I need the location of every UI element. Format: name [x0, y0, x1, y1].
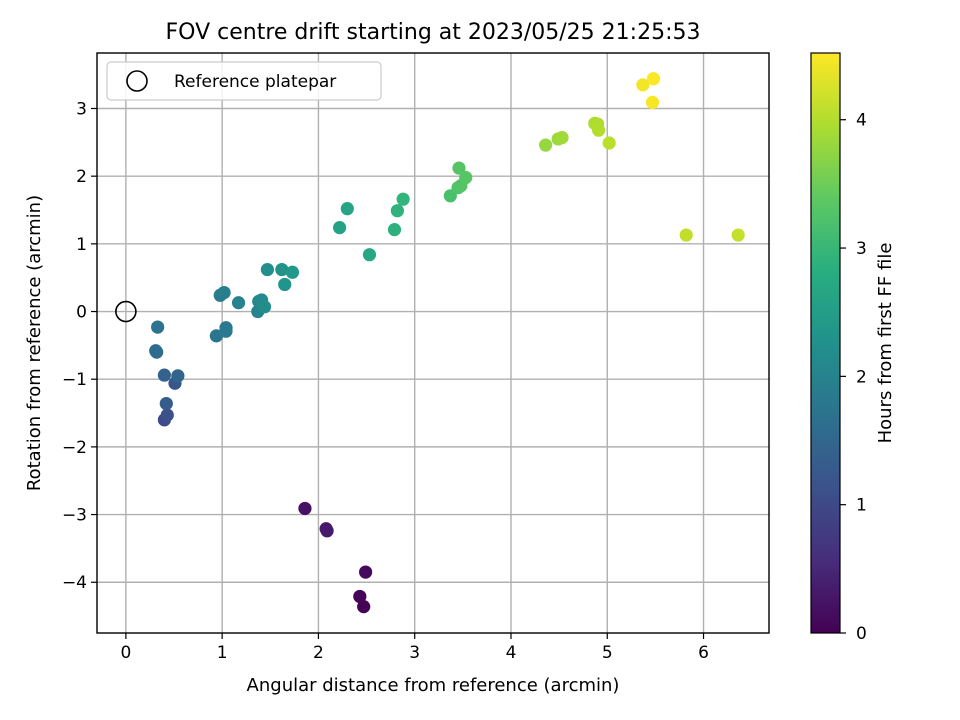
data-point — [452, 161, 466, 175]
colorbar-ticks: 0 1 2 3 4 — [840, 111, 867, 644]
x-axis-ticks: 0 1 2 3 4 5 6 — [120, 633, 709, 663]
data-point — [359, 565, 373, 579]
grid-lines — [97, 53, 769, 633]
data-point — [679, 228, 693, 242]
data-point — [159, 396, 173, 411]
y-tick-label: −4 — [62, 573, 87, 593]
colorbar-tick-label: 4 — [856, 111, 867, 131]
data-point — [157, 368, 171, 382]
x-tick-label: 5 — [602, 643, 613, 663]
data-point — [539, 138, 553, 152]
colorbar-tick-label: 2 — [856, 367, 867, 387]
data-point — [731, 228, 745, 242]
data-point — [320, 524, 334, 538]
x-tick-label: 2 — [313, 643, 324, 663]
data-point — [285, 265, 300, 279]
data-point — [275, 262, 289, 277]
data-point — [219, 324, 233, 338]
y-tick-label: −2 — [62, 438, 87, 458]
data-point — [387, 223, 402, 237]
data-point — [171, 369, 185, 383]
y-tick-label: 2 — [76, 167, 87, 187]
colorbar-tick-label: 1 — [856, 496, 867, 516]
data-point — [340, 202, 354, 216]
legend-label: Reference platepar — [174, 72, 336, 92]
data-point — [459, 170, 473, 185]
data-point — [257, 300, 272, 314]
data-point — [260, 262, 275, 277]
legend: Reference platepar — [106, 61, 382, 101]
data-point — [357, 600, 371, 614]
plot-frame — [96, 52, 770, 634]
chart-title: FOV centre drift starting at 2023/05/25 … — [166, 20, 701, 45]
data-point — [353, 589, 367, 604]
x-tick-label: 0 — [120, 643, 131, 663]
y-axis-ticks: −4 −3 −2 −1 0 1 2 3 — [62, 99, 97, 593]
data-point — [555, 130, 569, 145]
data-point — [362, 248, 377, 262]
x-tick-label: 4 — [506, 643, 517, 663]
data-point — [602, 136, 616, 150]
data-point — [390, 204, 404, 218]
y-axis-label: Rotation from reference (arcmin) — [24, 195, 45, 491]
data-points — [115, 72, 745, 614]
data-point — [150, 345, 164, 359]
data-point — [231, 296, 246, 310]
colorbar-gradient — [810, 52, 841, 634]
data-point — [160, 408, 174, 422]
colorbar-tick-label: 0 — [856, 624, 867, 644]
data-point — [333, 221, 347, 235]
x-tick-label: 3 — [409, 643, 420, 663]
reference-platepar-marker — [115, 300, 137, 323]
data-point — [217, 285, 231, 300]
colorbar: 0 1 2 3 4 Hours from first FF file — [810, 52, 896, 644]
x-tick-label: 6 — [698, 643, 709, 663]
legend-box — [106, 61, 382, 101]
y-tick-label: 1 — [76, 235, 87, 255]
data-point — [278, 277, 292, 292]
colorbar-label: Hours from first FF file — [875, 243, 896, 444]
y-tick-label: −3 — [62, 506, 87, 526]
data-point — [646, 72, 661, 86]
colorbar-tick-label: 3 — [856, 239, 867, 259]
y-tick-label: 0 — [76, 303, 87, 323]
x-axis-label: Angular distance from reference (arcmin) — [247, 675, 620, 696]
y-tick-label: 3 — [76, 99, 87, 119]
data-point — [151, 320, 165, 334]
data-point — [636, 78, 650, 92]
x-tick-label: 1 — [217, 643, 228, 663]
data-point — [298, 501, 312, 516]
legend-marker-icon — [126, 70, 148, 92]
data-point — [396, 192, 410, 206]
data-point — [645, 95, 660, 110]
data-point — [591, 123, 606, 137]
y-tick-label: −1 — [62, 370, 87, 390]
